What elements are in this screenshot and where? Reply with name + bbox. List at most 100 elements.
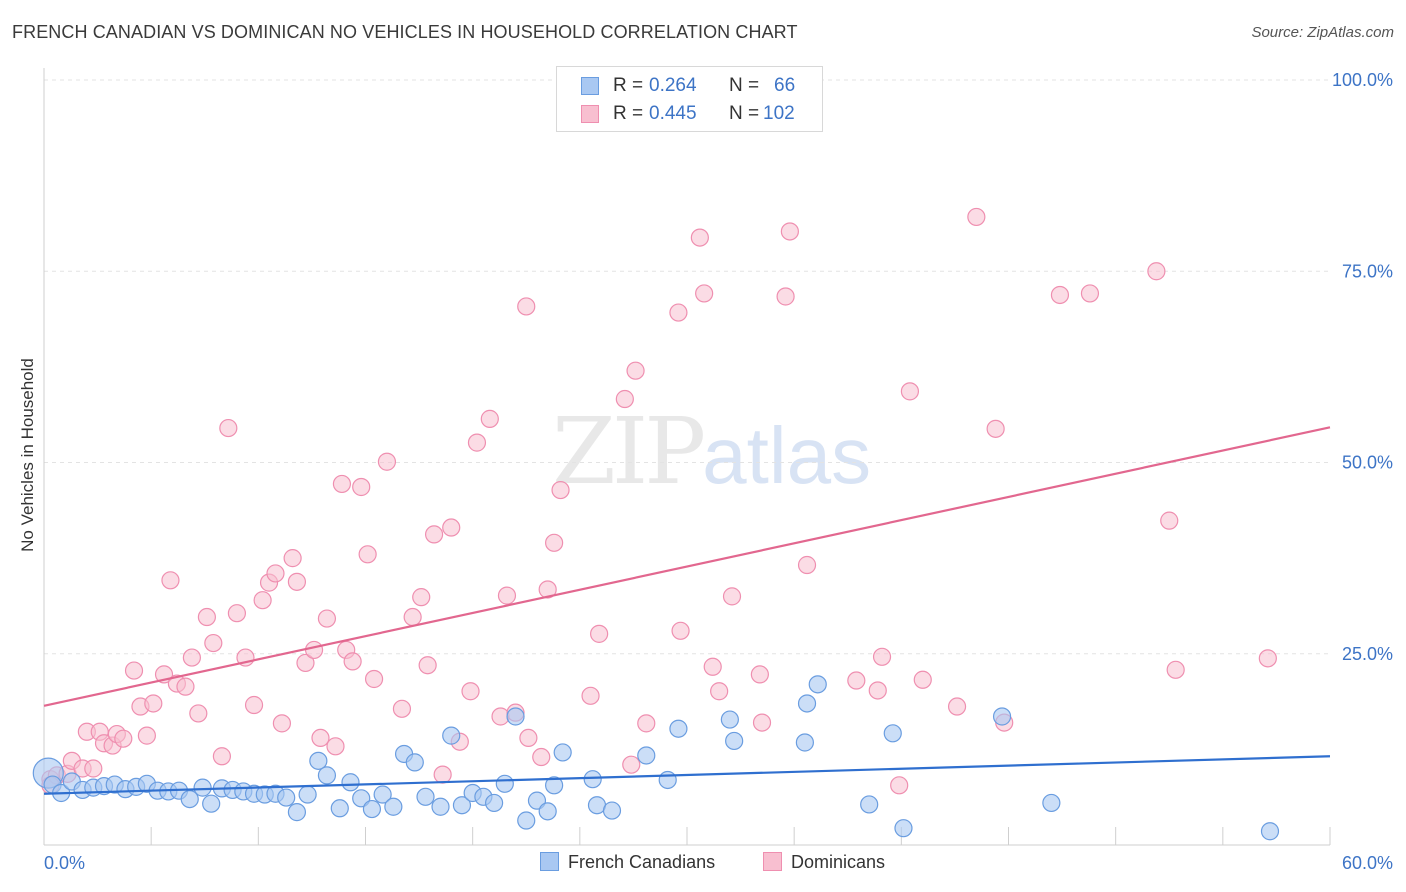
french-canadian-point [538, 802, 557, 821]
dominican-point [212, 747, 231, 766]
french-canadian-point [309, 751, 328, 770]
dominican-point [266, 564, 285, 583]
y-tick-label: 100.0% [1332, 70, 1393, 90]
legend-swatch-pink [581, 105, 599, 123]
dominican-point [752, 713, 772, 732]
dominican-point [412, 588, 431, 607]
dominican-point [283, 549, 302, 568]
stats-legend: R = 0.264 N = 66 R = 0.445 N = 102 [556, 66, 823, 132]
dominican-point [671, 621, 690, 640]
dominican-point [1080, 284, 1100, 303]
legend-label-french-canadians: French Canadians [568, 852, 716, 872]
legend-r-value: 0.445 [649, 103, 697, 124]
french-canadian-point [341, 773, 360, 792]
dominican-point [780, 222, 799, 241]
dominican-point [197, 607, 216, 627]
legend-swatch-pink [763, 852, 782, 871]
dominican-point [626, 361, 645, 380]
french-canadian-point [795, 733, 814, 752]
dominican-point [304, 640, 324, 660]
dominican-point [343, 652, 362, 671]
dominican-point [545, 533, 564, 552]
dominican-point [176, 677, 195, 696]
dominican-point [442, 518, 461, 537]
french-canadian-point [384, 797, 403, 816]
french-canadian-point [298, 785, 317, 804]
dominicans-points [41, 207, 1277, 795]
dominican-point [189, 704, 208, 723]
dominican-point [326, 737, 345, 756]
dominican-point [497, 586, 517, 605]
french-canadian-point [287, 803, 307, 822]
legend-n-value: 66 [774, 75, 796, 96]
dominican-point [517, 297, 536, 316]
legend-dominicans: Dominicans [763, 852, 885, 873]
french-canadian-point [202, 794, 221, 813]
french-canadian-point [277, 788, 296, 807]
dominican-point [551, 480, 570, 500]
dominican-point [358, 545, 377, 564]
dominican-point [272, 714, 292, 733]
dominican-point [519, 728, 538, 748]
french-canadian-point [495, 774, 514, 793]
dominican-point [622, 755, 641, 774]
dominican-point [695, 284, 714, 303]
dominican-point [84, 759, 103, 778]
dominican-point [637, 714, 656, 733]
dominican-point [590, 624, 609, 643]
dominican-point [1050, 285, 1070, 305]
dominican-point [872, 647, 892, 666]
dominican-point [317, 609, 337, 628]
dominican-point [418, 656, 437, 675]
dominican-point [690, 228, 709, 247]
dominican-point [461, 682, 480, 701]
french-canadian-point [431, 797, 450, 816]
legend-r-value: 0.264 [649, 75, 697, 96]
dominican-point [433, 765, 452, 784]
legend-r-label: R = [613, 75, 644, 96]
french-canadian-point [658, 770, 677, 790]
french-canadian-point [1042, 793, 1061, 813]
french-canadian-point [373, 785, 392, 804]
y-tick-label: 50.0% [1342, 453, 1393, 473]
dominican-point [392, 699, 412, 718]
french-canadian-point [894, 819, 913, 838]
dominicans-trend-line [43, 426, 1331, 707]
french-canadian-point [506, 707, 525, 726]
french-canadian-point [330, 799, 349, 818]
dominican-point [538, 580, 557, 599]
french-canadians-trend-line [43, 755, 1331, 795]
french-canadian-point [405, 753, 424, 772]
dominican-point [947, 697, 967, 716]
french-canadian-point [1260, 822, 1280, 841]
dominican-point [287, 572, 307, 591]
french-canadian-point [583, 770, 602, 789]
dominican-point [296, 653, 315, 673]
french-canadian-point [883, 724, 902, 743]
legend-n-value: 102 [763, 103, 795, 124]
legend-french-canadians: French Canadians [540, 852, 715, 873]
french-canadian-point [180, 789, 199, 809]
legend-label-dominicans: Dominicans [791, 852, 886, 872]
dominican-point [722, 587, 742, 606]
dominican-point [364, 669, 384, 689]
legend-swatch-blue [540, 852, 559, 871]
y-tick-label: 75.0% [1342, 261, 1393, 281]
axes [43, 68, 1331, 846]
dominican-point [480, 409, 499, 428]
french-canadian-point [442, 726, 461, 745]
french-canadian-point [669, 719, 688, 738]
dominican-point [403, 607, 422, 627]
x-tick-label-max: 60.0% [1342, 853, 1393, 873]
french-canadian-point [527, 791, 547, 810]
dominican-point [311, 728, 330, 748]
trend-lines [43, 426, 1331, 795]
dominican-point [204, 633, 223, 653]
dominican-point [890, 776, 909, 795]
dominican-point [377, 452, 397, 471]
dominican-point [797, 555, 817, 575]
dominican-point [986, 419, 1005, 438]
dominican-point [615, 389, 634, 409]
legend-n-label: N = [729, 103, 760, 124]
